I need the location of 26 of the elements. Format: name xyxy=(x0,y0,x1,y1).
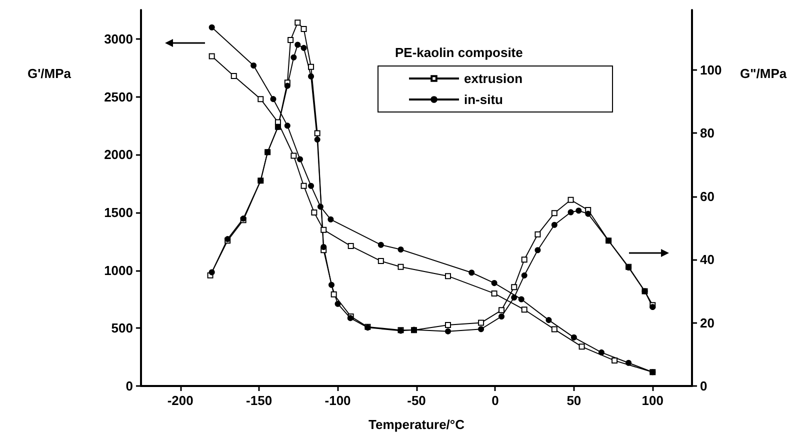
x-axis-title: Temperature/°C xyxy=(368,417,466,432)
y-tick-label: 2500 xyxy=(104,89,133,104)
y2-tick-label: 60 xyxy=(700,188,714,204)
y2-tick-label: 80 xyxy=(700,126,714,141)
y2-tick-label: 40 xyxy=(700,252,714,268)
y-tick-label: 2000 xyxy=(104,147,133,162)
y-tick-label: 0 xyxy=(126,378,133,394)
legend-label: extrusion xyxy=(464,71,523,86)
x-tick-label: -50 xyxy=(407,393,426,408)
y-tick-label: 500 xyxy=(111,320,133,336)
y2-tick-label: 0 xyxy=(700,378,708,394)
x-tick-label: -200 xyxy=(167,393,194,408)
y-tick-label: 1000 xyxy=(104,262,133,278)
y-axis-title: G'/MPa xyxy=(27,66,72,81)
y2-tick-label: 20 xyxy=(700,315,714,330)
legend-title: PE-kaolin composite xyxy=(395,45,523,60)
x-tick-label: -150 xyxy=(246,393,272,408)
y-tick-label: 1500 xyxy=(104,204,133,220)
x-tick-label: 50 xyxy=(566,393,582,408)
x-tick-label: 100 xyxy=(642,393,664,408)
y2-tick-label: 100 xyxy=(700,62,722,78)
y-tick-label: 3000 xyxy=(104,31,133,46)
y2-axis-title: G"/MPa xyxy=(740,66,788,81)
legend-label: in-situ xyxy=(464,92,504,107)
x-tick-label: 0 xyxy=(492,393,499,408)
x-tick-label: -100 xyxy=(324,393,351,408)
